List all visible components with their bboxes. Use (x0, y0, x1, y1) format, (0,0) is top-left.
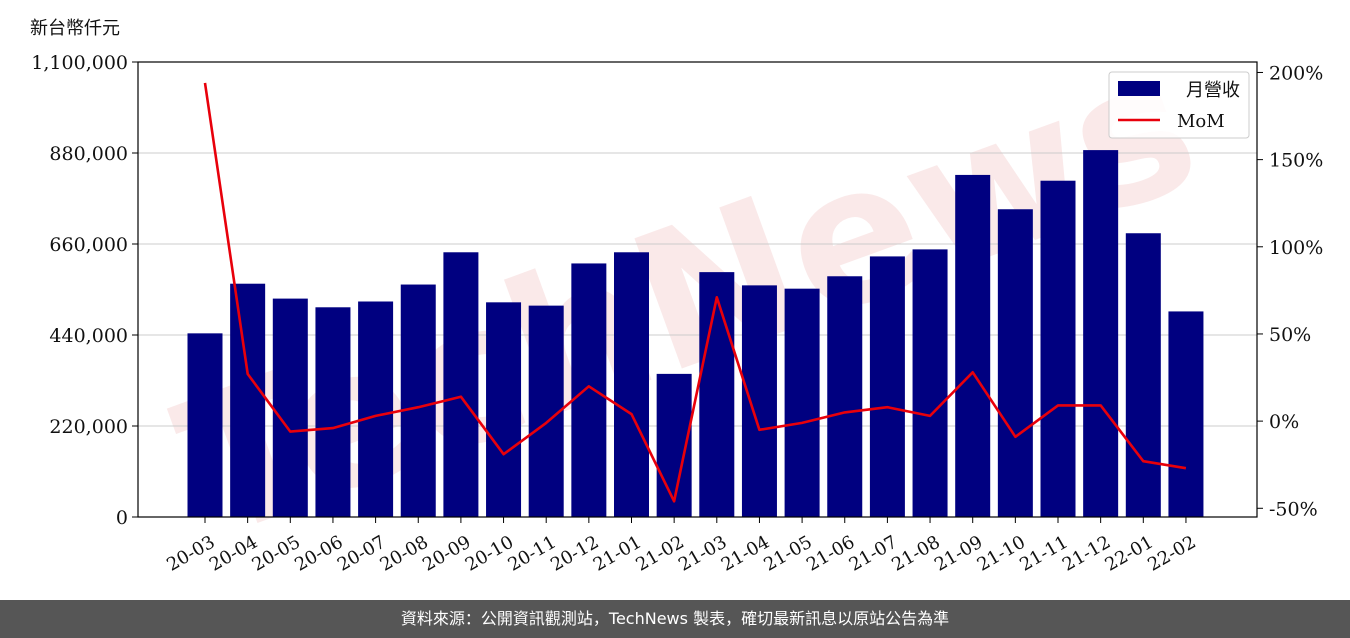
y-right-tick-label: -50% (1269, 498, 1318, 520)
legend-bar-swatch (1118, 81, 1160, 96)
bar-22-01 (1125, 233, 1161, 517)
y-left-tick-label: 0 (116, 507, 128, 529)
x-tick-label: 22-02 (1144, 532, 1199, 576)
x-tick-label: 21-11 (1016, 532, 1071, 576)
y-right-tick-label: 150% (1269, 150, 1323, 172)
bar-21-10 (997, 209, 1033, 517)
bar-21-09 (955, 174, 991, 517)
y-right-tick-label: 50% (1269, 324, 1311, 346)
x-tick-label: 21-01 (590, 532, 645, 576)
y-left-tick-label: 220,000 (49, 416, 128, 438)
x-tick-label: 20-11 (504, 532, 559, 576)
revenue-chart: TechNews 0220,000440,000660,000880,0001,… (31, 12, 1323, 581)
y-left-tick-label: 880,000 (49, 143, 128, 165)
x-tick-label: 21-03 (675, 532, 730, 576)
y-left-tick-label: 440,000 (49, 325, 128, 347)
x-tick-label: 21-09 (931, 532, 986, 576)
bar-21-12 (1083, 150, 1119, 517)
x-tick-label: 20-10 (462, 532, 517, 576)
bar-20-04 (230, 283, 266, 517)
bar-21-06 (827, 276, 863, 517)
x-tick-label: 21-06 (803, 532, 858, 576)
x-tick-label: 21-02 (632, 532, 687, 576)
plot-frame (137, 61, 1258, 518)
source-footer: 資料來源：公開資訊觀測站，TechNews 製表，確切最新訊息以原站公告為準 (0, 600, 1350, 638)
y-right-tick-label: 200% (1269, 62, 1323, 84)
legend: 月營收 MoM (1108, 71, 1250, 139)
y-axis-unit-label: 新台幣仟元 (30, 18, 120, 39)
bar-21-11 (1040, 180, 1076, 518)
bar-20-03 (187, 333, 223, 517)
bar-20-12 (571, 263, 607, 517)
legend-bar-label: 月營收 (1186, 80, 1240, 101)
x-tick-label: 21-07 (846, 532, 901, 576)
x-tick-label: 20-08 (377, 532, 432, 576)
bar-22-02 (1168, 311, 1204, 517)
bar-21-03 (699, 272, 735, 517)
x-tick-label: 22-01 (1102, 532, 1157, 576)
bar-21-08 (912, 249, 948, 518)
y-left-tick-label: 660,000 (49, 234, 128, 256)
bar-20-06 (315, 307, 351, 517)
x-tick-label: 20-03 (163, 532, 218, 576)
x-tick-label: 20-12 (547, 532, 602, 576)
x-tick-label: 21-12 (1059, 532, 1114, 576)
bar-20-08 (400, 284, 436, 517)
bar-21-07 (869, 256, 905, 517)
x-tick-label: 21-10 (974, 532, 1029, 576)
y-left-tick-label: 1,100,000 (31, 52, 128, 74)
x-tick-label: 21-05 (760, 532, 815, 576)
legend-line-label: MoM (1177, 111, 1225, 132)
x-tick-label: 21-08 (888, 532, 943, 576)
bar-21-05 (784, 288, 820, 517)
mom-line (203, 82, 1187, 503)
y-right-tick-label: 0% (1269, 411, 1299, 433)
bar-20-05 (272, 298, 308, 517)
bar-20-09 (443, 252, 479, 518)
x-tick-label: 20-09 (419, 532, 474, 576)
y-right-tick-label: 100% (1269, 237, 1323, 259)
mom-line-series (203, 82, 1187, 503)
bar-20-07 (358, 301, 394, 517)
bar-20-10 (486, 302, 522, 517)
bar-21-04 (741, 285, 777, 517)
bar-series (187, 150, 1204, 518)
bar-21-01 (614, 252, 649, 518)
x-tick-label: 21-04 (718, 532, 773, 576)
